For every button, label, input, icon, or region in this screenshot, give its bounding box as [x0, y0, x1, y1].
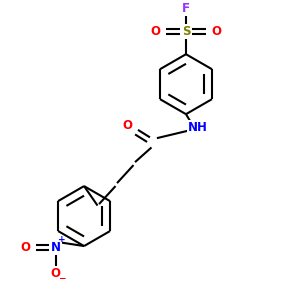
Text: F: F [182, 2, 190, 15]
Text: O: O [20, 241, 30, 254]
Text: N: N [51, 241, 61, 254]
Text: O: O [151, 25, 161, 38]
Text: NH: NH [188, 121, 208, 134]
Text: O: O [211, 25, 221, 38]
Text: O: O [51, 266, 61, 280]
Text: O: O [122, 119, 132, 132]
Text: −: − [58, 274, 66, 283]
Text: +: + [58, 235, 66, 244]
Text: S: S [182, 25, 190, 38]
